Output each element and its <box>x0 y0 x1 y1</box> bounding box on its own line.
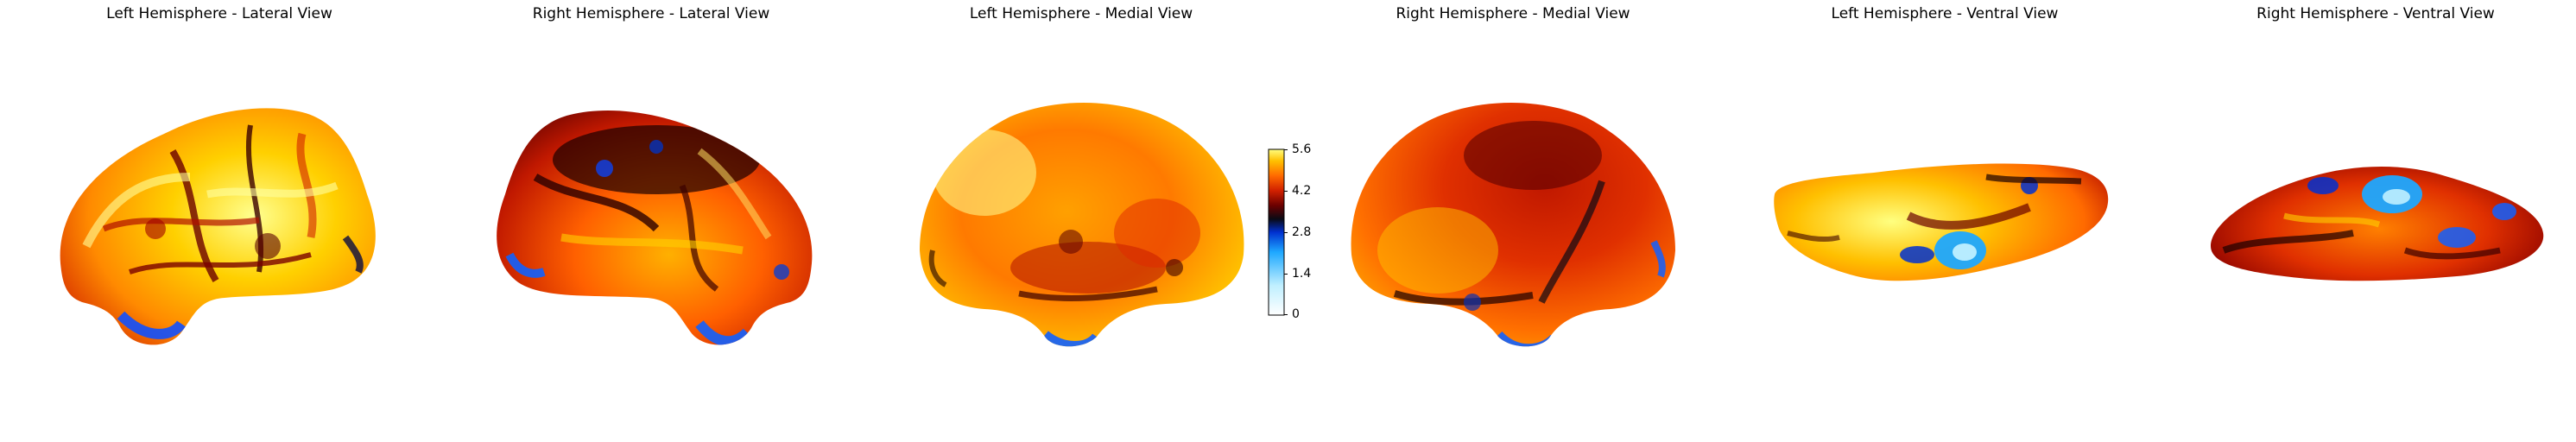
brain-left-ventral <box>1774 163 2109 281</box>
brain-right-lateral <box>497 110 813 345</box>
colorbar-label-2.8: 2.8 <box>1292 225 1312 239</box>
panel-title-left-ventral: Left Hemisphere - Ventral View <box>1831 5 2059 22</box>
colorbar-label-0: 0 <box>1292 307 1300 321</box>
panel-title-left-lateral: Left Hemisphere - Lateral View <box>106 5 332 22</box>
colorbar-label-4.2: 4.2 <box>1292 184 1312 198</box>
brain-right-medial <box>1351 102 1675 347</box>
colorbar-label-1.4: 1.4 <box>1292 267 1312 281</box>
colorbar-label-5.6: 5.6 <box>1292 142 1312 156</box>
panel-title-right-ventral: Right Hemisphere - Ventral View <box>2256 5 2495 22</box>
brain-left-medial <box>920 102 1244 347</box>
panel-title-right-lateral: Right Hemisphere - Lateral View <box>532 5 770 22</box>
colorbar <box>1268 148 1288 316</box>
brain-left-lateral <box>60 108 376 345</box>
panel-title-left-medial: Left Hemisphere - Medial View <box>969 5 1193 22</box>
panel-title-right-medial: Right Hemisphere - Medial View <box>1396 5 1630 22</box>
brain-right-ventral <box>2211 166 2544 281</box>
